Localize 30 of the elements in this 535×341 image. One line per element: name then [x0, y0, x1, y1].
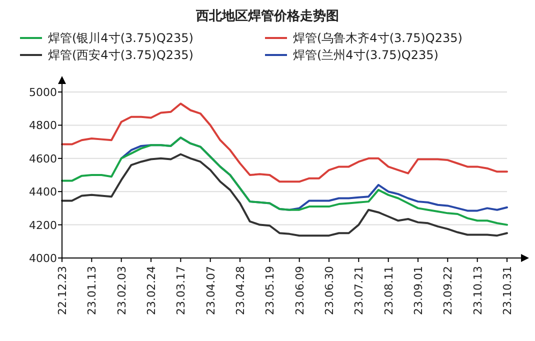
x-tick-label: 23.08.11 [382, 266, 396, 315]
y-tick-label: 4600 [29, 152, 57, 166]
chart-title: 西北地区焊管价格走势图 [195, 8, 339, 24]
x-tick-label: 23.09.22 [442, 266, 455, 315]
x-tick-label: 23.06.09 [293, 266, 306, 315]
x-tick-label: 22.12.23 [56, 266, 69, 315]
x-tick-label: 23.01.13 [86, 266, 99, 315]
y-tick-label: 4200 [29, 218, 57, 232]
x-tick-label: 23.09.01 [412, 266, 425, 315]
x-tick-label: 23.10.13 [471, 266, 484, 315]
y-tick-label: 4000 [29, 252, 57, 265]
y-tick-label: 5000 [29, 86, 57, 99]
x-tick-label: 23.03.17 [174, 266, 188, 315]
legend-label: 焊管(兰州4寸(3.75)Q235) [293, 48, 438, 62]
legend-label: 焊管(西安4寸(3.75)Q235) [48, 48, 194, 62]
x-tick-label: 23.10.31 [501, 266, 514, 315]
x-tick-label: 23.02.03 [115, 266, 128, 315]
y-tick-label: 4800 [29, 119, 57, 132]
line-series [61, 102, 508, 183]
line-series [61, 153, 508, 237]
x-tick-label: 23.04.28 [234, 266, 247, 315]
x-tick-label: 23.04.07 [204, 266, 218, 315]
legend-label: 焊管(乌鲁木齐4寸(3.75)Q235) [293, 31, 462, 45]
x-tick-label: 23.05.19 [264, 266, 277, 315]
x-tick-label: 23.02.24 [145, 266, 158, 315]
y-tick-label: 4400 [29, 186, 57, 199]
legend-label: 焊管(银川4寸(3.75)Q235) [48, 31, 194, 45]
x-tick-label: 23.06.30 [323, 266, 336, 315]
line-series [61, 136, 508, 226]
x-tick-label: 23.07.21 [352, 266, 366, 315]
